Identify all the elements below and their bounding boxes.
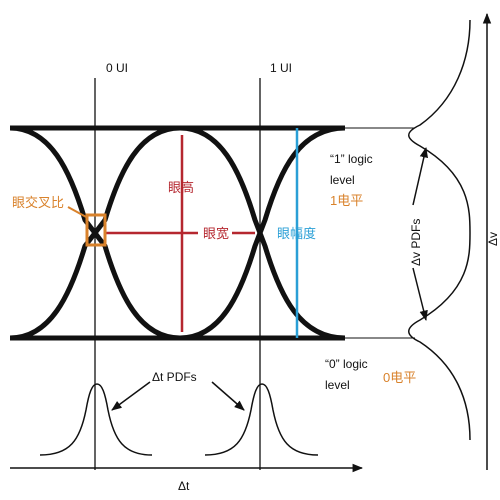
dv-axis-label: Δv	[486, 232, 500, 246]
eye-width-label: 眼宽	[203, 226, 229, 241]
zero-level-label-line2: level	[325, 378, 350, 392]
one-level-cn-label: 1电平	[330, 193, 363, 208]
crossing-box	[85, 213, 107, 247]
zero-level-cn-label: 0电平	[383, 370, 416, 385]
eye-amplitude-label: 眼幅度	[277, 226, 316, 241]
zero-level-label-line1: “0” logic	[325, 357, 368, 371]
dt-arrow-left	[111, 381, 151, 411]
one-level-label-line1: “1” logic	[330, 152, 373, 166]
dv-pdfs-label: Δv PDFs	[409, 219, 423, 266]
crossing-connector	[67, 206, 89, 219]
dt-pdfs-label: Δt PDFs	[152, 370, 197, 384]
dt-axis-label: Δt	[178, 479, 190, 493]
dt-arrow-right	[211, 381, 245, 411]
eye-crossing-ratio-label: 眼交叉比	[12, 195, 64, 210]
eye-height-label: 眼高	[168, 180, 194, 195]
ui-0-label: 0 UI	[106, 61, 128, 75]
eye-transitions	[9, 125, 346, 341]
dt-pdf-curve-0	[39, 383, 153, 456]
one-level-label-line2: level	[330, 173, 355, 187]
dv-pdf-curve	[408, 19, 471, 441]
dv-arrow-down	[412, 267, 428, 322]
dt-pdf-curve-1	[204, 383, 319, 456]
ui-1-label: 1 UI	[270, 61, 292, 75]
dv-arrow-up	[412, 146, 428, 206]
